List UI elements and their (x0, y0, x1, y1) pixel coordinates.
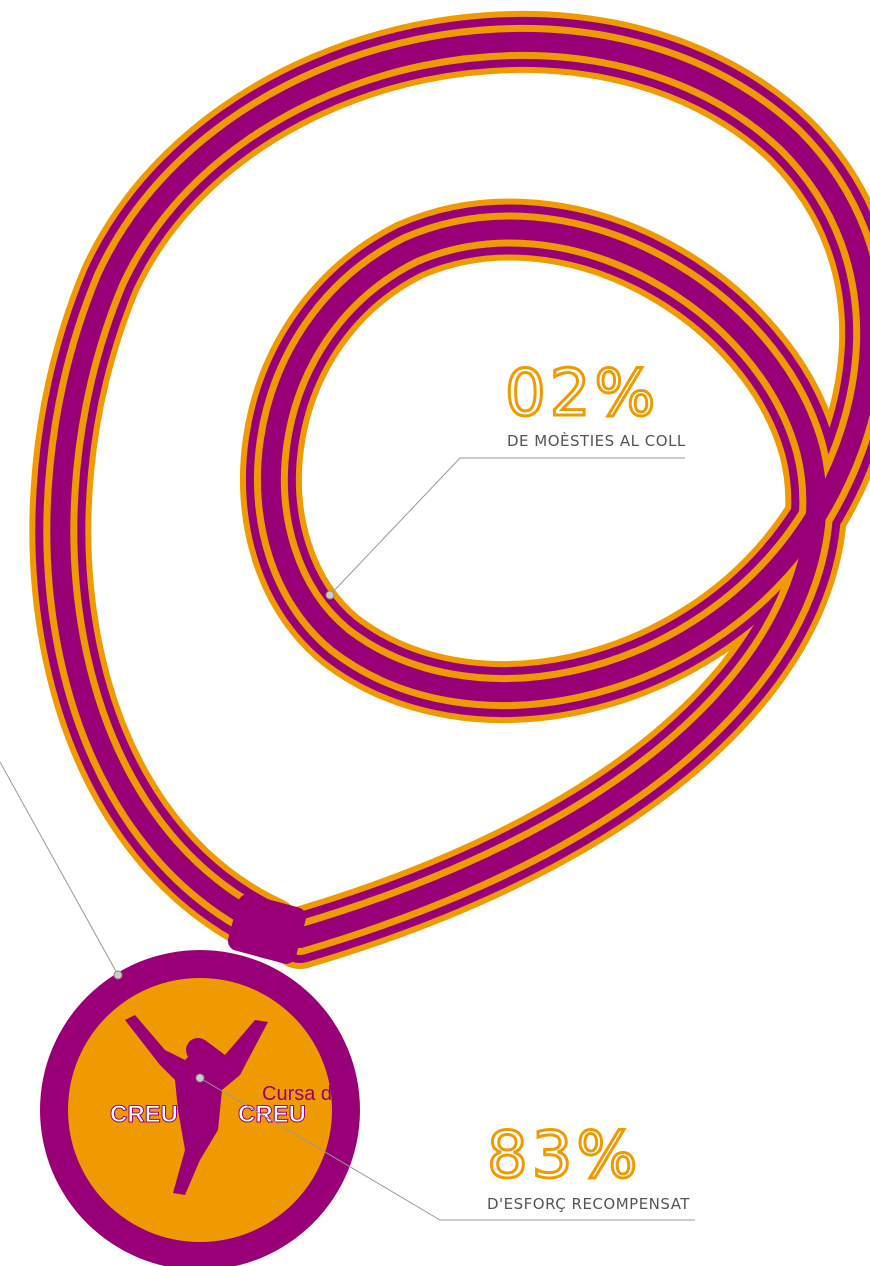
logo-line1: Cursa de (262, 1083, 343, 1105)
logo-left: CREU (110, 1101, 178, 1128)
logo-right: CREU (238, 1101, 306, 1128)
stat-caption: DE MOÈSTIES AL COLL (507, 431, 686, 450)
stat-figure: 83% (487, 1119, 641, 1193)
pointer-lines (0, 457, 695, 1221)
logo-middle: A (187, 1104, 209, 1137)
ribbon (60, 42, 870, 938)
medal-bail (227, 894, 307, 964)
pointer-dots (113, 590, 335, 1083)
stat-figure: 02% (505, 357, 659, 431)
stat-caption: D'ESFORÇ RECOMPENSAT (487, 1195, 690, 1213)
runner-figure (125, 1015, 268, 1195)
